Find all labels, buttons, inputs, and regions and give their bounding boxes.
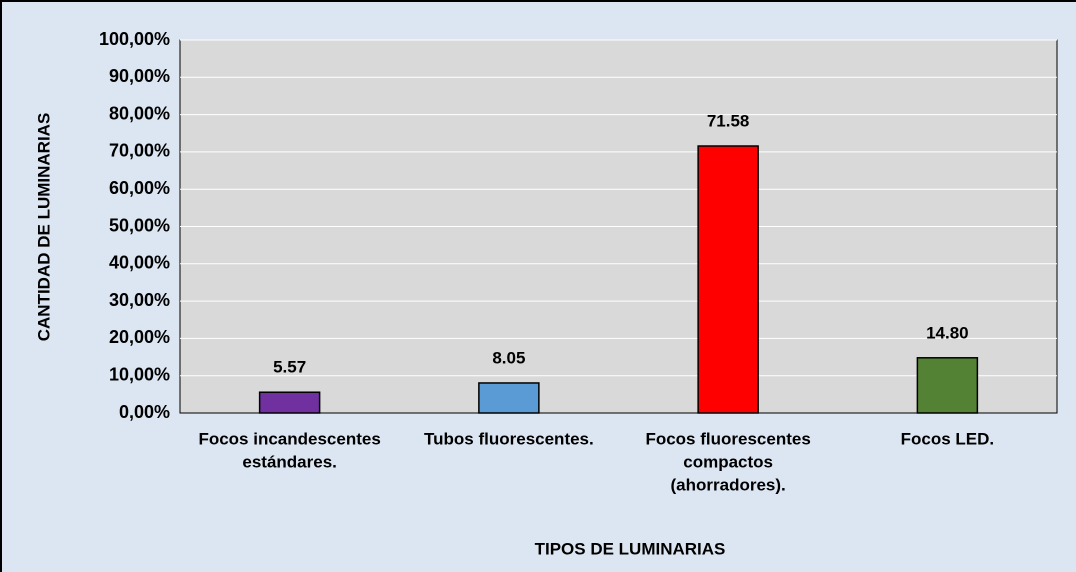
data-label: 71.58 bbox=[707, 111, 750, 130]
y-tick-label: 100,00% bbox=[99, 29, 170, 49]
x-tick-label: Focos incandescentes bbox=[198, 429, 380, 448]
y-tick-label: 20,00% bbox=[109, 327, 170, 347]
y-tick-label: 30,00% bbox=[109, 290, 170, 310]
bar bbox=[697, 145, 759, 414]
bar bbox=[258, 391, 321, 414]
y-tick-label: 80,00% bbox=[109, 103, 170, 123]
x-tick-label: Focos LED. bbox=[901, 429, 995, 448]
data-label: 14.80 bbox=[926, 323, 969, 342]
x-tick-label: Tubos fluorescentes. bbox=[424, 429, 594, 448]
x-tick-label: Focos fluorescentes bbox=[645, 429, 810, 448]
bar bbox=[916, 357, 979, 414]
y-tick-label: 50,00% bbox=[109, 215, 170, 235]
x-tick-label: (ahorradores). bbox=[671, 475, 786, 494]
y-tick-label: 90,00% bbox=[109, 66, 170, 86]
y-tick-label: 40,00% bbox=[109, 253, 170, 273]
y-tick-label: 10,00% bbox=[109, 364, 170, 384]
data-label: 8.05 bbox=[492, 348, 525, 367]
y-tick-label: 60,00% bbox=[109, 178, 170, 198]
y-tick-label: 0,00% bbox=[119, 402, 170, 422]
y-tick-label: 70,00% bbox=[109, 141, 170, 161]
x-tick-label: compactos bbox=[683, 452, 773, 471]
y-axis-title: CANTIDAD DE LUMINARIAS bbox=[34, 113, 53, 342]
bar bbox=[478, 382, 540, 414]
data-label: 5.57 bbox=[273, 358, 306, 377]
x-tick-label: estándares. bbox=[242, 452, 337, 471]
x-axis-title: TIPOS DE LUMINARIAS bbox=[535, 539, 726, 558]
